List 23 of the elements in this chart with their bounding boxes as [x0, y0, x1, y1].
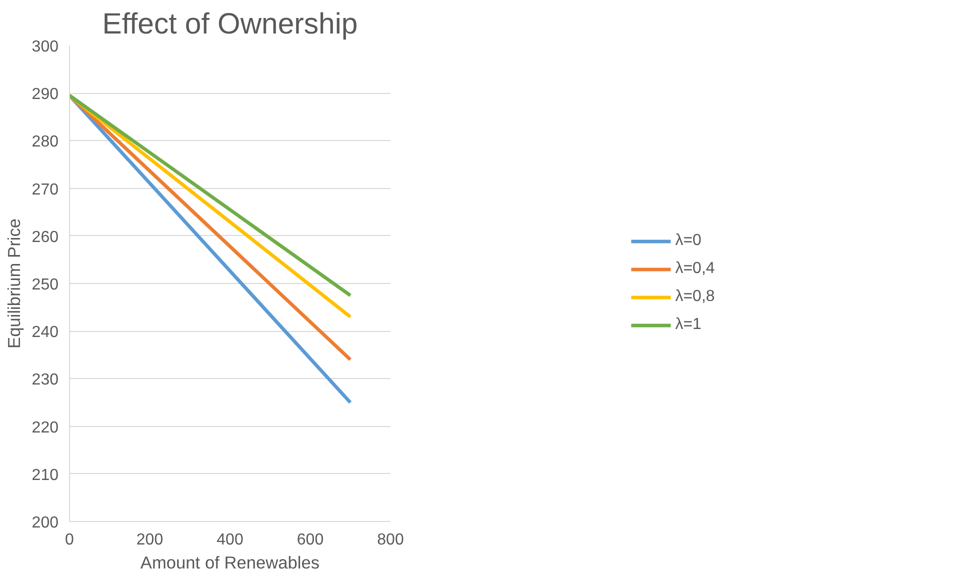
y-tick-label: 300: [32, 38, 59, 56]
chart-title: Effect of Ownership: [102, 8, 358, 40]
y-tick-label: 280: [32, 134, 59, 151]
y-tick-label: 230: [32, 372, 59, 389]
y-tick-label: 200: [32, 514, 59, 532]
y-tick-label: 260: [32, 228, 59, 246]
x-tick-label: 800: [377, 532, 404, 548]
legend-label: λ=0,8: [675, 288, 715, 306]
x-axis-title: Amount of Renewables: [140, 552, 320, 572]
x-tick-label: 0: [65, 532, 74, 548]
y-tick-label: 250: [32, 276, 59, 294]
y-tick-label: 290: [32, 86, 59, 104]
y-axis-title: Equilibrium Price: [4, 218, 24, 348]
y-tick-label: 210: [32, 466, 59, 484]
x-tick-label: 600: [296, 532, 324, 548]
x-tick-label: 200: [136, 532, 164, 548]
legend-label: λ=1: [675, 316, 702, 334]
legend-label: λ=0,4: [675, 260, 715, 278]
legend-label: λ=0: [675, 232, 702, 250]
y-tick-label: 270: [32, 181, 59, 198]
y-tick-label: 220: [32, 419, 59, 436]
y-tick-label: 240: [32, 324, 59, 342]
x-tick-label: 400: [216, 532, 244, 548]
